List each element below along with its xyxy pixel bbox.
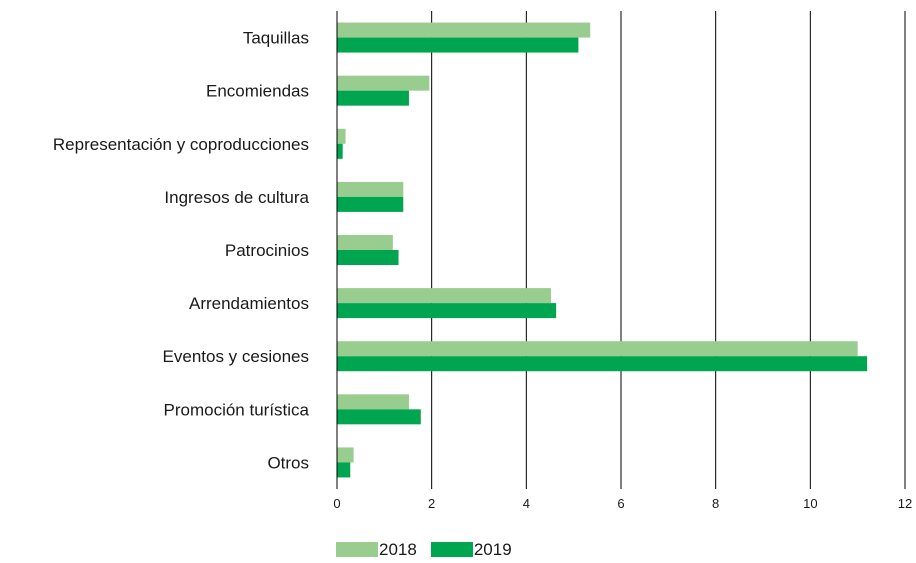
x-tick-label-6: 6 [617,496,624,511]
category-label-1: Encomiendas [206,82,309,101]
legend-item-2019: 2019 [430,540,512,559]
legend-label-2018: 2018 [379,540,417,559]
bar-2018-8 [337,447,354,463]
bar-2019-5 [337,303,557,319]
bar-2018-2 [337,128,346,144]
category-labels: Taquillas Encomiendas Representación y cop… [53,29,310,473]
x-tick-label-8: 8 [712,496,719,511]
category-label-0: Taquillas [243,29,309,48]
category-label-4: Patrocinios [225,241,309,260]
x-tick-label-2: 2 [428,496,435,511]
legend-swatch-2019 [430,542,473,557]
bar-2018-7 [337,394,409,410]
legend-label-2019: 2019 [473,540,512,559]
x-tick-label-4: 4 [523,496,530,511]
category-label-2: Representación y coproducciones [53,135,309,154]
bars [337,22,868,478]
bar-2018-6 [337,341,858,357]
x-tick-labels: 0 2 4 6 8 10 12 [333,496,912,511]
bar-2018-1 [337,75,430,91]
legend-swatch-2018 [336,542,378,557]
legend: 2018 2019 [336,541,512,558]
x-tick-label-12: 12 [898,496,912,511]
bar-2019-7 [337,409,421,425]
category-label-7: Promoción turística [164,400,310,419]
category-label-8: Otros [267,453,309,472]
category-label-5: Arrendamientos [189,294,309,313]
bar-2019-2 [337,143,343,159]
bar-2019-8 [337,462,351,478]
bar-2019-0 [337,37,579,53]
bar-2018-4 [337,235,393,250]
bar-2019-4 [337,250,399,265]
bar-2018-0 [337,22,591,38]
x-tick-label-10: 10 [803,496,817,511]
grid-lines [431,11,906,489]
bar-2019-6 [337,356,868,372]
x-tick-label-0: 0 [333,496,340,511]
legend-item-2018: 2018 [336,541,417,558]
bar-2018-5 [337,288,551,304]
bar-2019-1 [337,90,409,106]
category-label-6: Eventos y cesiones [163,347,309,366]
bar-2018-3 [337,181,404,197]
category-label-3: Ingresos de cultura [164,188,309,207]
bar-2019-3 [337,196,404,212]
